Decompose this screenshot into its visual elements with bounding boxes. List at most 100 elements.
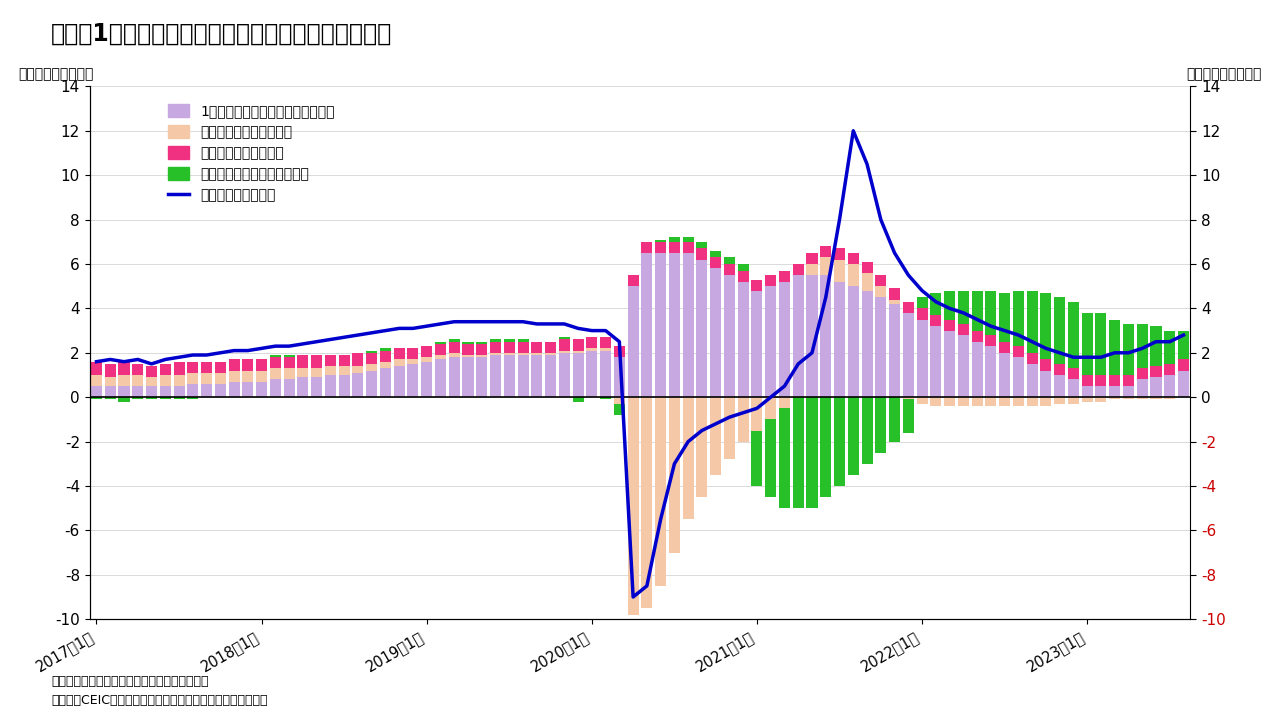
- Bar: [572, 351, 584, 353]
- Bar: [407, 359, 419, 364]
- Bar: [710, 269, 721, 397]
- Bar: [559, 340, 570, 351]
- Bar: [160, 397, 170, 400]
- Bar: [517, 340, 529, 342]
- Bar: [627, 287, 639, 397]
- Bar: [1151, 366, 1161, 377]
- Bar: [972, 291, 983, 330]
- Bar: [682, 242, 694, 253]
- Bar: [1055, 375, 1065, 397]
- Bar: [311, 369, 323, 377]
- Bar: [1096, 375, 1106, 386]
- Bar: [876, 297, 886, 397]
- Bar: [820, 257, 831, 275]
- Bar: [174, 397, 184, 400]
- Bar: [890, 304, 900, 397]
- Bar: [1041, 293, 1051, 359]
- Bar: [1055, 397, 1065, 404]
- Bar: [146, 366, 157, 377]
- Bar: [876, 275, 886, 287]
- Bar: [1000, 353, 1010, 397]
- Bar: [380, 348, 390, 351]
- Bar: [339, 355, 349, 366]
- Bar: [91, 386, 102, 397]
- Bar: [1178, 330, 1189, 359]
- Bar: [132, 375, 143, 386]
- Bar: [297, 377, 308, 397]
- Bar: [641, 397, 653, 608]
- Bar: [1110, 397, 1120, 400]
- Bar: [780, 397, 790, 408]
- Bar: [284, 379, 294, 397]
- Bar: [710, 251, 721, 257]
- Bar: [352, 373, 364, 397]
- Bar: [517, 342, 529, 353]
- Bar: [380, 351, 390, 361]
- Bar: [586, 337, 598, 348]
- Bar: [1123, 386, 1134, 397]
- Bar: [835, 397, 845, 486]
- Bar: [945, 397, 955, 406]
- Bar: [751, 291, 763, 397]
- Bar: [394, 348, 404, 359]
- Bar: [641, 253, 653, 397]
- Bar: [931, 326, 941, 397]
- Bar: [449, 340, 460, 342]
- Bar: [476, 357, 488, 397]
- Bar: [1068, 397, 1079, 404]
- Bar: [421, 357, 433, 361]
- Bar: [1137, 379, 1148, 397]
- Bar: [655, 253, 666, 397]
- Bar: [132, 386, 143, 397]
- Bar: [916, 397, 928, 404]
- Bar: [765, 275, 776, 287]
- Bar: [835, 260, 845, 282]
- Bar: [1151, 377, 1161, 397]
- Bar: [627, 275, 639, 287]
- Bar: [1082, 312, 1093, 375]
- Bar: [187, 384, 198, 397]
- Bar: [835, 248, 845, 260]
- Bar: [1123, 375, 1134, 386]
- Bar: [572, 353, 584, 397]
- Bar: [1012, 291, 1024, 346]
- Bar: [890, 300, 900, 304]
- Bar: [820, 246, 831, 257]
- Bar: [435, 355, 445, 359]
- Bar: [669, 238, 680, 242]
- Bar: [215, 373, 225, 384]
- Bar: [1123, 324, 1134, 375]
- Bar: [559, 351, 570, 353]
- Bar: [945, 320, 955, 330]
- Bar: [517, 353, 529, 355]
- Bar: [1082, 375, 1093, 386]
- Bar: [421, 361, 433, 397]
- Text: （図表1）米国：民間部門における実質総賃金の推移: （図表1）米国：民間部門における実質総賃金の推移: [51, 22, 393, 45]
- Bar: [572, 340, 584, 351]
- Bar: [737, 282, 749, 397]
- Bar: [1082, 386, 1093, 397]
- Bar: [724, 257, 735, 264]
- Bar: [847, 253, 859, 264]
- Bar: [682, 253, 694, 397]
- Bar: [146, 386, 157, 397]
- Bar: [780, 408, 790, 508]
- Bar: [201, 373, 212, 384]
- Bar: [325, 375, 335, 397]
- Bar: [641, 242, 653, 253]
- Bar: [696, 248, 708, 260]
- Bar: [325, 355, 335, 366]
- Bar: [1137, 397, 1148, 400]
- Bar: [931, 315, 941, 326]
- Bar: [105, 377, 115, 386]
- Bar: [242, 382, 253, 397]
- Bar: [806, 275, 818, 397]
- Bar: [366, 371, 378, 397]
- Text: （注）見やすさのため、縦軸を限定している。: （注）見やすさのため、縦軸を限定している。: [51, 675, 209, 688]
- Bar: [242, 359, 253, 371]
- Bar: [600, 351, 611, 397]
- Bar: [820, 397, 831, 497]
- Bar: [945, 291, 955, 320]
- Bar: [1068, 302, 1079, 369]
- Bar: [931, 397, 941, 406]
